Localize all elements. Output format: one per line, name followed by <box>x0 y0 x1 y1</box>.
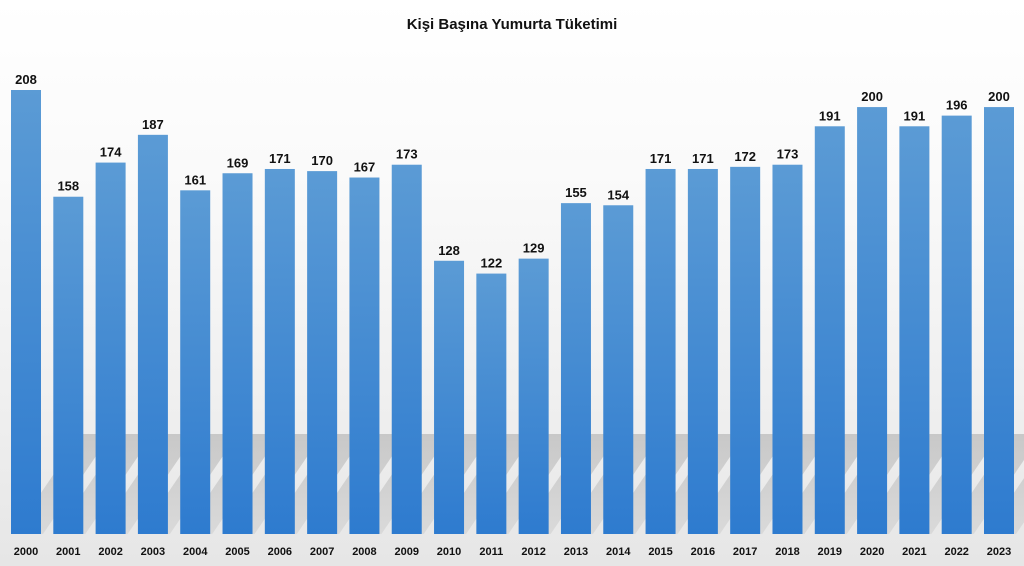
data-label-2012: 129 <box>523 241 545 256</box>
x-tick-2015: 2015 <box>648 546 672 558</box>
bar-2023 <box>984 107 1014 535</box>
x-tick-2021: 2021 <box>902 546 926 558</box>
x-tick-2009: 2009 <box>394 546 418 558</box>
data-label-2007: 170 <box>311 153 333 168</box>
x-tick-2003: 2003 <box>141 546 165 558</box>
bar-2002 <box>95 162 126 535</box>
data-label-2008: 167 <box>354 160 376 175</box>
data-label-2011: 122 <box>480 256 502 271</box>
data-label-2004: 161 <box>184 172 206 187</box>
x-tick-2017: 2017 <box>733 546 757 558</box>
x-tick-2012: 2012 <box>521 546 545 558</box>
data-label-2015: 171 <box>650 151 672 166</box>
bar-2015 <box>645 168 676 534</box>
data-label-2013: 155 <box>565 185 587 200</box>
x-axis-tick-labels: 2000 2001 2002 2003 2004 2005 2006 2007 2008 2009… <box>14 546 1011 558</box>
bar-2001 <box>53 196 84 534</box>
data-label-2001: 158 <box>57 179 79 194</box>
bars <box>11 90 1014 535</box>
data-label-2005: 169 <box>227 155 249 170</box>
data-label-2016: 171 <box>692 151 714 166</box>
bar-2021 <box>899 126 930 535</box>
x-tick-2010: 2010 <box>437 546 461 558</box>
x-tick-2023: 2023 <box>987 546 1011 558</box>
x-tick-2020: 2020 <box>860 546 884 558</box>
x-tick-2008: 2008 <box>352 546 376 558</box>
x-tick-2007: 2007 <box>310 546 334 558</box>
x-tick-2002: 2002 <box>98 546 122 558</box>
x-tick-2016: 2016 <box>691 546 715 558</box>
bar-2014 <box>603 205 634 534</box>
x-tick-2005: 2005 <box>225 546 249 558</box>
x-tick-2001: 2001 <box>56 546 80 558</box>
bar-2013 <box>560 203 591 534</box>
x-tick-2018: 2018 <box>775 546 799 558</box>
data-label-2022: 196 <box>946 98 968 113</box>
x-tick-2014: 2014 <box>606 546 631 558</box>
bar-2020 <box>857 107 888 535</box>
data-label-2010: 128 <box>438 243 460 258</box>
data-label-2006: 171 <box>269 151 291 166</box>
bar-2005 <box>222 173 253 534</box>
data-label-2003: 187 <box>142 117 164 132</box>
data-label-2000: 208 <box>15 72 37 87</box>
bar-2019 <box>814 126 845 535</box>
data-label-2023: 200 <box>988 89 1010 104</box>
x-tick-2000: 2000 <box>14 546 38 558</box>
data-label-2019: 191 <box>819 108 841 123</box>
chart-title: Kişi Başına Yumurta Tüketimi <box>406 16 618 33</box>
bar-2006 <box>264 168 295 534</box>
x-tick-2022: 2022 <box>944 546 968 558</box>
data-label-2020: 200 <box>861 89 883 104</box>
bar-2016 <box>687 168 718 534</box>
bar-2012 <box>518 258 549 534</box>
x-tick-2011: 2011 <box>479 546 503 558</box>
bar-2011 <box>476 273 507 534</box>
data-label-2017: 172 <box>734 149 756 164</box>
bar-2018 <box>772 164 803 534</box>
bar-2010 <box>434 260 465 534</box>
data-label-2021: 191 <box>904 108 926 123</box>
x-tick-2006: 2006 <box>268 546 292 558</box>
x-tick-2004: 2004 <box>183 546 208 558</box>
data-label-2009: 173 <box>396 147 418 162</box>
x-tick-2013: 2013 <box>564 546 588 558</box>
bar-2022 <box>941 115 972 534</box>
data-label-2002: 174 <box>100 145 122 160</box>
bar-2004 <box>180 190 211 535</box>
bar-2009 <box>391 164 422 534</box>
data-label-2018: 173 <box>777 147 799 162</box>
bar-2017 <box>730 166 761 534</box>
bar-2003 <box>137 134 168 535</box>
x-tick-2019: 2019 <box>818 546 842 558</box>
bar-2008 <box>349 177 380 534</box>
value-labels: 208 158 174 187 161 169 171 170 167 173 128 122 129 1… <box>15 72 1010 271</box>
bar-2000 <box>11 90 41 534</box>
data-label-2014: 154 <box>607 187 629 202</box>
bar-2007 <box>307 171 338 534</box>
